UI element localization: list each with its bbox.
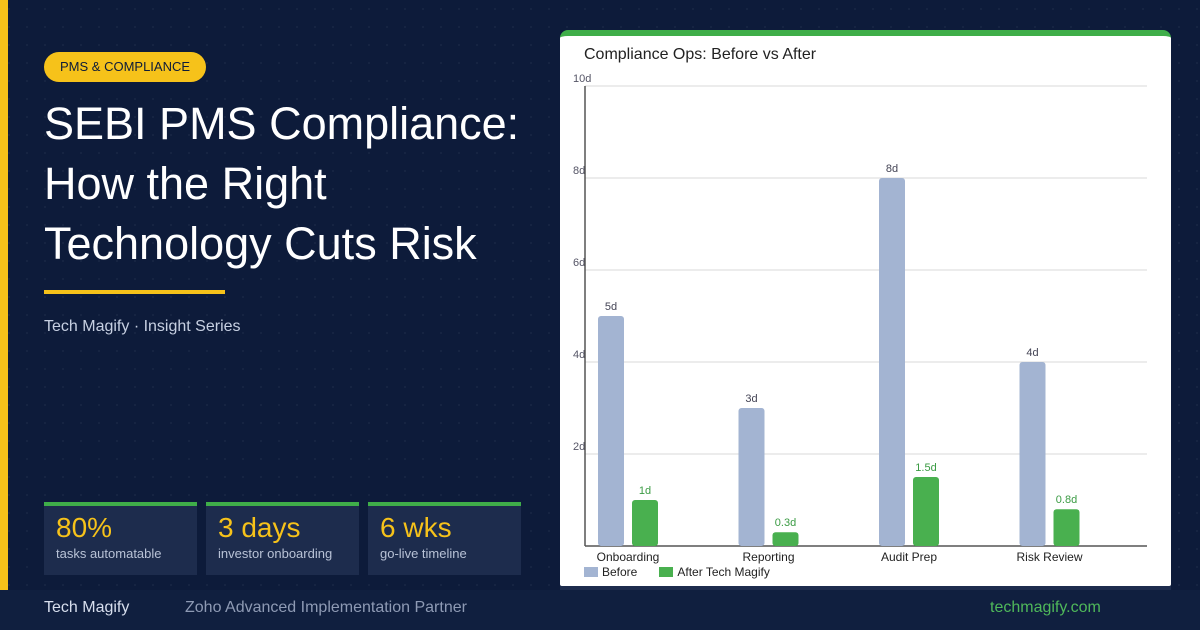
left-accent-bar	[0, 0, 8, 590]
bar-after	[772, 532, 799, 546]
data-label: 4d	[1026, 347, 1038, 359]
legend-item-before: Before	[584, 565, 637, 579]
footer-partner-text: Zoho Advanced Implementation Partner	[185, 599, 467, 616]
stat-value: 6 wks	[380, 512, 452, 543]
chart-legend: Before After Tech Magify	[584, 565, 770, 579]
stat-value: 3 days	[218, 512, 301, 543]
bar-before	[879, 178, 905, 546]
title-line-1: SEBI PMS Compliance:	[44, 98, 520, 149]
footer-bar: Tech Magify Zoho Advanced Implementation…	[0, 590, 1200, 630]
bar-before	[598, 316, 624, 546]
x-tick-label: Risk Review	[1016, 550, 1082, 564]
data-label: 3d	[745, 393, 757, 405]
chart-card: Compliance Ops: Before vs After 2d 4d 6d 8d…	[560, 30, 1171, 586]
title-line-2: How the Right	[44, 158, 327, 209]
page-title: SEBI PMS Compliance: How the Right Techn…	[44, 94, 584, 274]
y-tick-label: 8d	[573, 165, 585, 177]
y-tick-label: 6d	[573, 257, 585, 269]
stat-label: tasks automatable	[56, 546, 162, 561]
legend-item-after: After Tech Magify	[659, 565, 770, 579]
x-tick-label: Reporting	[742, 550, 794, 564]
legend-label-after: After Tech Magify	[677, 565, 770, 579]
y-tick-label: 4d	[573, 349, 585, 361]
x-tick-label: Onboarding	[597, 550, 660, 564]
stat-card-golive: 6 wks go-live timeline	[368, 502, 521, 575]
data-label: 0.8d	[1056, 494, 1077, 506]
legend-swatch-before	[584, 567, 598, 577]
y-tick-label: 2d	[573, 441, 585, 453]
stat-card-automation: 80% tasks automatable	[44, 502, 197, 575]
data-label: 1.5d	[915, 462, 936, 474]
stat-label: go-live timeline	[380, 546, 467, 561]
stat-label: investor onboarding	[218, 546, 333, 561]
bar-after	[913, 477, 939, 546]
x-tick-label: Audit Prep	[881, 550, 937, 564]
footer-website-link[interactable]: techmagify.com	[990, 599, 1101, 616]
footer-brand: Tech Magify	[44, 599, 130, 616]
stat-value: 80%	[56, 512, 113, 543]
title-underline	[44, 290, 225, 294]
bar-before	[738, 408, 765, 546]
bar-after	[632, 500, 658, 546]
bar-before	[1019, 362, 1046, 546]
category-badge: PMS & COMPLIANCE	[44, 52, 207, 82]
series-text: Tech Magify · Insight Series	[44, 318, 241, 335]
bar-after	[1053, 509, 1080, 546]
legend-label-before: Before	[602, 565, 638, 579]
bar-chart: 2d 4d 6d 8d 10d 5d 1d Onboarding 3d 0.3d Reporting…	[573, 73, 1147, 564]
data-label: 1d	[639, 485, 651, 497]
title-line-3: Technology Cuts Risk	[44, 218, 477, 269]
legend-swatch-after	[659, 567, 674, 577]
data-label: 0.3d	[775, 517, 796, 529]
data-label: 8d	[886, 163, 898, 175]
chart-title: Compliance Ops: Before vs After	[584, 46, 817, 63]
data-label: 5d	[605, 301, 617, 313]
y-tick-label: 10d	[573, 73, 591, 85]
stat-card-onboarding: 3 days investor onboarding	[206, 502, 359, 575]
